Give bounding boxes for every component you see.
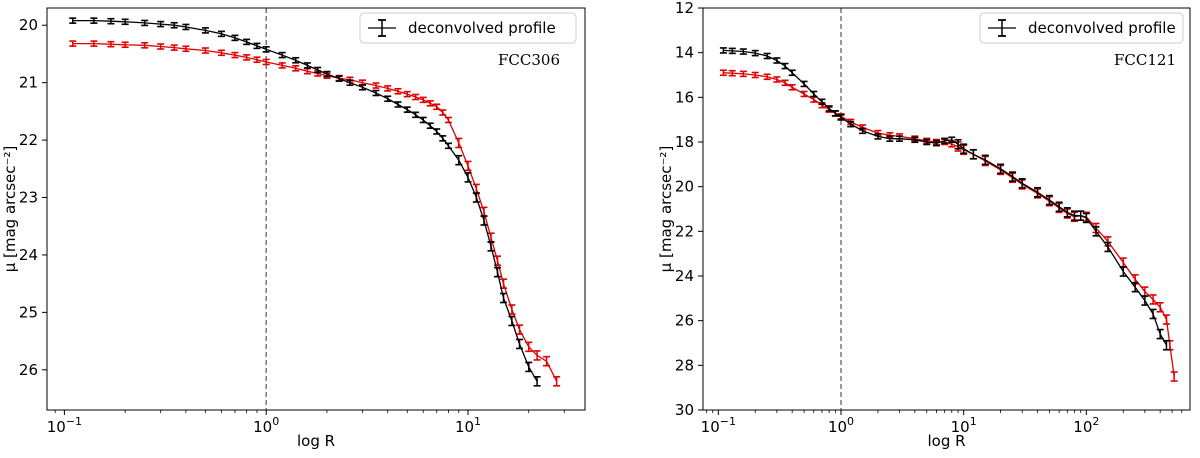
x-tick-label: 101: [455, 415, 481, 436]
x-tick-label: 100: [828, 415, 854, 436]
x-tick-label: 101: [951, 415, 977, 436]
legend-label: deconvolved profile: [408, 19, 556, 37]
x-tick-label: 10−1: [47, 415, 82, 436]
series-line-red: [723, 72, 1175, 377]
y-tick-label: 26: [675, 312, 694, 330]
legend-box: [359, 12, 577, 44]
y-tick-label: 23: [19, 189, 38, 207]
y-tick-label: 12: [675, 0, 694, 17]
y-tick-label: 20: [19, 16, 38, 34]
plot-frame: [702, 7, 1191, 411]
y-tick-label: 16: [675, 88, 694, 106]
y-tick-label: 20: [675, 178, 694, 196]
panel-annotation: FCC306: [498, 51, 560, 69]
y-tick-label: 24: [675, 267, 694, 285]
chart-fcc121: 10−1 100 101 102 12 14 16 18 20 22 24 26 28 30 log R μ …: [657, 0, 1191, 450]
x-tick-label: 100: [253, 415, 279, 436]
plot-frame: [46, 7, 586, 411]
y-tick-label: 22: [19, 131, 38, 149]
y-axis-label: μ [mag arcsec⁻²]: [657, 146, 675, 273]
y-tick-label: 18: [675, 133, 694, 151]
series-line-black: [723, 49, 1168, 346]
y-tick-label: 22: [675, 222, 694, 240]
y-tick-label: 28: [675, 356, 694, 374]
y-tick-label: 14: [675, 44, 694, 62]
series-line-black: [72, 19, 538, 382]
y-axis-label: μ [mag arcsec⁻²]: [1, 146, 19, 273]
x-tick-label: 102: [1073, 415, 1099, 436]
y-tick-label: 21: [19, 74, 38, 92]
panel-annotation: FCC121: [1114, 51, 1176, 69]
y-tick-label: 25: [19, 303, 38, 321]
legend-box: [979, 12, 1184, 44]
y-tick-label: 26: [19, 361, 38, 379]
legend-label: deconvolved profile: [1028, 19, 1176, 37]
x-axis-label: log R: [297, 432, 335, 450]
chart-fcc306: 10−1 100 101 20 21 22 23 24 25 26 log R μ [mag arcs…: [1, 7, 586, 450]
y-tick-label: 30: [675, 401, 694, 419]
y-tick-label: 24: [19, 246, 38, 264]
x-tick-label: 10−1: [701, 415, 736, 436]
x-axis-label: log R: [927, 432, 965, 450]
